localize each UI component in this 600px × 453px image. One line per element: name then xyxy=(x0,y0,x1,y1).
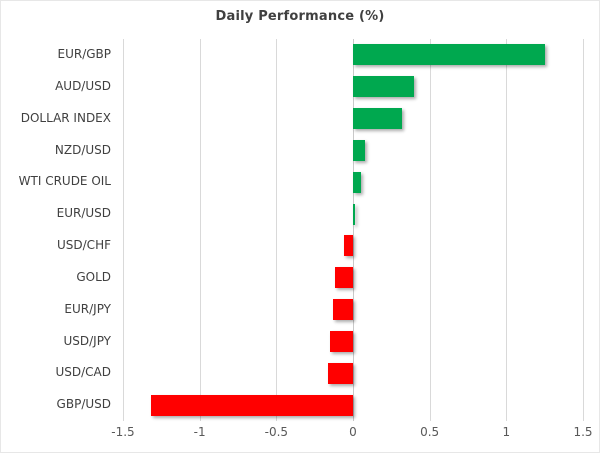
value-axis: -1.5 -1 -0.5 0 0.5 1 1.5 xyxy=(1,425,599,445)
bar-usd-cad xyxy=(328,362,353,384)
bar-gbp-usd xyxy=(150,394,353,416)
gridline xyxy=(506,39,508,421)
x-tick-label: 0.5 xyxy=(420,425,440,439)
category-label-dollar-index: DOLLAR INDEX xyxy=(20,110,111,125)
category-label-usd-cad: USD/CAD xyxy=(55,365,111,380)
bar-gold xyxy=(334,267,353,289)
category-label-usd-chf: USD/CHF xyxy=(57,238,111,252)
category-label-nzd-usd: NZD/USD xyxy=(54,142,111,157)
bar-eur-gbp xyxy=(353,44,545,66)
x-tick-label: -1.5 xyxy=(111,425,135,439)
gridline xyxy=(276,39,278,421)
bar-dollar-index xyxy=(353,108,403,130)
gridline xyxy=(199,39,201,421)
chart-title: Daily Performance (%) xyxy=(215,9,385,24)
x-tick-label: 1.5 xyxy=(573,425,593,439)
gridline xyxy=(429,39,431,421)
bar-usd-chf xyxy=(343,235,353,257)
gridline xyxy=(583,39,584,421)
gridline xyxy=(123,39,124,421)
category-label-aud-usd: AUD/USD xyxy=(55,78,111,93)
x-tick-label: 0 xyxy=(349,425,357,439)
zero-gridline xyxy=(353,39,354,421)
category-label-usd-jpy: USD/JPY xyxy=(63,333,111,348)
category-label-eur-gbp: EUR/GBP xyxy=(57,47,111,61)
category-label-eur-usd: EUR/USD xyxy=(56,206,111,221)
category-label-eur-jpy: EUR/JPY xyxy=(64,301,111,316)
category-label-wti-crude-oil: WTI CRUDE OIL xyxy=(18,174,111,189)
bar-eur-jpy xyxy=(333,299,353,321)
bar-aud-usd xyxy=(353,76,415,98)
bar-nzd-usd xyxy=(353,139,366,161)
x-tick-label: 1 xyxy=(502,425,511,439)
category-label-gold: GOLD xyxy=(76,269,111,284)
bar-usd-jpy xyxy=(330,330,353,352)
x-tick-label: -0.5 xyxy=(264,425,289,439)
plot-area xyxy=(123,39,584,421)
bar-eur-usd xyxy=(353,203,355,225)
bar-wti-crude-oil xyxy=(353,171,361,193)
category-axis: EUR/GBP AUD/USD DOLLAR INDEX NZD/USD WTI CRU… xyxy=(1,39,111,421)
x-tick-label: -1 xyxy=(193,425,206,439)
category-label-gbp-usd: GBP/USD xyxy=(56,397,111,412)
